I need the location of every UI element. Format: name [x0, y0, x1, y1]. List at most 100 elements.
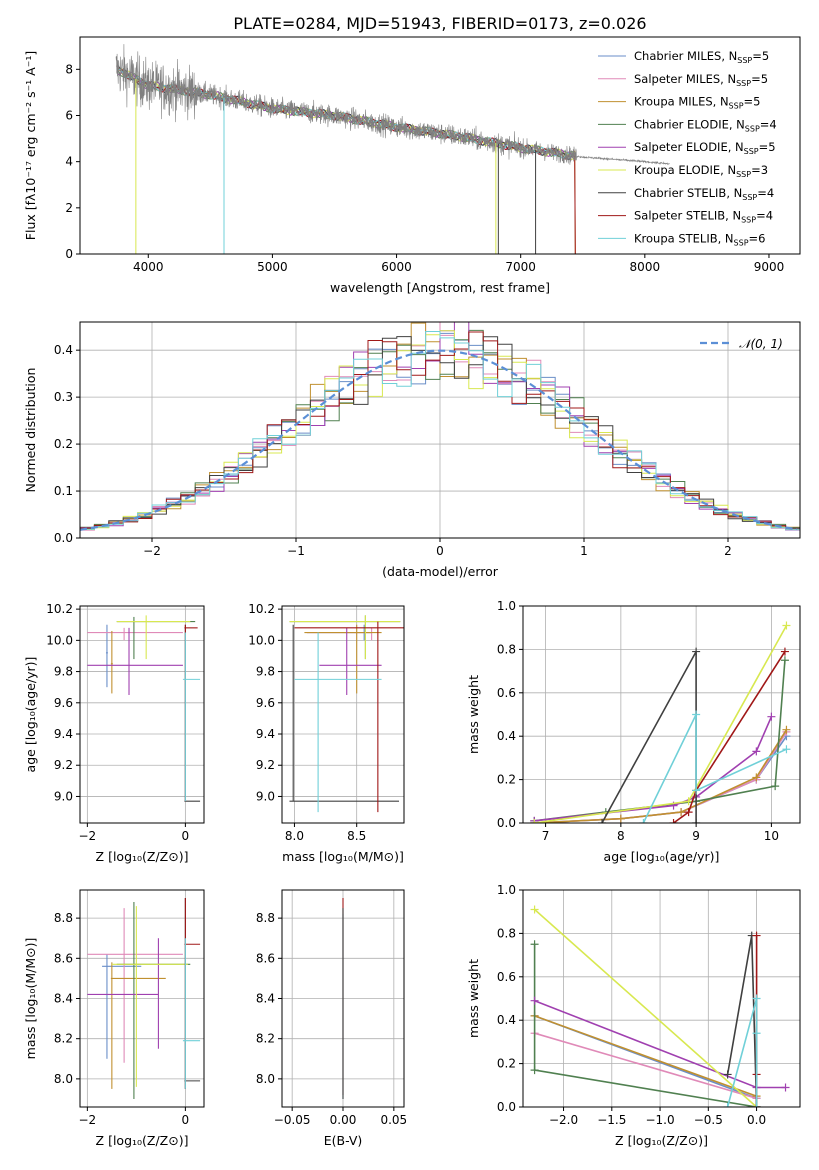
weight-point [782, 745, 791, 754]
y-tick-label: 8.4 [54, 992, 73, 1006]
legend-entry: Salpeter MILES, NSSP=5 [634, 72, 768, 88]
weight_vs_age-marks [530, 621, 791, 823]
weight-point [782, 725, 791, 734]
y-tick-label: 8.6 [54, 951, 73, 965]
weight-point [692, 647, 701, 656]
weight-line [534, 660, 786, 822]
x-tick-label: −0.05 [274, 1113, 311, 1127]
x-tick-label: 0 [182, 1113, 190, 1127]
x-tick-label: 5000 [257, 260, 288, 274]
weight-point [530, 819, 539, 823]
y-tick-label: 8 [65, 62, 73, 76]
x-tick-label: −1.0 [645, 1113, 674, 1127]
weight-line [726, 998, 758, 1107]
y-tick-label: 8.0 [54, 1072, 73, 1086]
y-tick-label: 9.2 [256, 758, 275, 772]
x-tick-label: 7000 [505, 260, 536, 274]
weight-line [534, 908, 758, 1107]
weight-line [642, 714, 787, 823]
weight-point [752, 773, 761, 782]
axes-frame [79, 36, 801, 255]
y-tick-label: 9.0 [256, 789, 275, 803]
axes-frame [281, 605, 405, 824]
weight-point [780, 647, 789, 656]
x-tick-label: −2 [79, 1113, 97, 1127]
x-axis-label: Z [log₁₀(Z/Z⊙)] [615, 1133, 708, 1148]
mass_vs_Z-marks [87, 898, 201, 1099]
legend-entry: Chabrier MILES, NSSP=5 [634, 49, 769, 65]
weight-point [616, 814, 625, 823]
weight-point [752, 1029, 761, 1038]
y-axis-label: Normed distribution [23, 368, 38, 493]
y-tick-label: 8.2 [256, 1032, 275, 1046]
weight-point [530, 996, 539, 1005]
weight-point [692, 786, 701, 795]
x-tick-label: 6000 [381, 260, 412, 274]
weight-point [684, 808, 693, 817]
age_vs_mass-axes: 8.0 8.5 9.0 9.2 9.4 9.6 9.8 10.0 10.2 mass [log₁₀… [248, 602, 405, 864]
weight-point [723, 1103, 732, 1107]
y-tick-label: 9.0 [54, 789, 73, 803]
y-tick-label: 8.8 [54, 911, 73, 925]
weight-point [530, 905, 539, 914]
weight-point [782, 621, 791, 630]
y-tick-label: 9.2 [54, 758, 73, 772]
y-tick-label: 8.2 [54, 1032, 73, 1046]
residual-histogram [80, 322, 800, 531]
x-tick-label: 0.0 [747, 1113, 766, 1127]
weight-line [534, 1015, 758, 1107]
weight-point [684, 797, 693, 806]
weight-point [677, 808, 686, 817]
y-tick-label: 0.6 [497, 686, 516, 700]
y-tick-label: 0.2 [54, 437, 73, 451]
weight-point [752, 994, 761, 1003]
weight-point [767, 712, 776, 721]
y-tick-label: 0.4 [497, 1013, 516, 1027]
weight-line [601, 651, 697, 823]
x-tick-label: 8.5 [347, 829, 366, 843]
x-tick-label: −2.0 [549, 1113, 578, 1127]
y-tick-label: 0.3 [54, 390, 73, 404]
x-tick-label: 8 [617, 829, 625, 843]
axes-frame [79, 605, 205, 824]
legend-entry: Chabrier ELODIE, NSSP=4 [634, 117, 777, 133]
y-tick-label: 8.6 [256, 951, 275, 965]
weight-point [771, 782, 780, 791]
weight-point [692, 819, 701, 823]
axes-frame [522, 889, 801, 1108]
age_vs_Z-marks [87, 615, 201, 802]
plots-layer: 4000 5000 6000 7000 8000 900002468wavelength … [23, 36, 801, 1148]
y-tick-label: 0.0 [54, 531, 73, 545]
y-tick-label: 0.8 [497, 642, 516, 656]
x-axis-label: wavelength [Angstrom, rest frame] [330, 280, 550, 295]
y-tick-label: 10.2 [248, 602, 275, 616]
x-tick-label: 0.05 [380, 1113, 407, 1127]
y-tick-label: 0.0 [497, 816, 516, 830]
residuals-axes: −2 −1 0 1 2 0.0 0.1 0.2 0.3 0.4 (data-model)/error… [23, 321, 801, 579]
x-tick-label: 7 [542, 829, 550, 843]
y-tick-label: 10.0 [46, 633, 73, 647]
y-tick-label: 9.6 [54, 696, 73, 710]
y-tick-label: 2 [65, 201, 73, 215]
y-tick-label: 0.4 [497, 729, 516, 743]
x-tick-label: −2 [79, 829, 97, 843]
weight-point [598, 819, 607, 823]
weight-point [639, 819, 648, 823]
legend-entry: Kroupa MILES, NSSP=5 [634, 95, 760, 111]
x-tick-label: 10 [764, 829, 779, 843]
x-tick-label: −0.5 [694, 1113, 723, 1127]
y-tick-label: 0.2 [497, 1057, 516, 1071]
mass_vs_ebv-axes: −0.05 0.00 0.05 8.0 8.2 8.4 8.6 8.8 E(B-V) [256, 889, 407, 1148]
x-tick-label: 8.0 [285, 829, 304, 843]
weight_vs_Z-marks [530, 905, 790, 1107]
y-tick-label: 10.2 [46, 602, 73, 616]
y-tick-label: 9.6 [256, 696, 275, 710]
legend-entry: Kroupa STELIB, NSSP=6 [634, 231, 765, 247]
weight-point [692, 710, 701, 719]
y-tick-label: 9.4 [256, 727, 275, 741]
x-tick-label: 8000 [630, 260, 661, 274]
y-tick-label: 0.0 [497, 1100, 516, 1114]
x-tick-label: 0 [436, 544, 444, 558]
x-axis-label: Z [log₁₀(Z/Z⊙)] [96, 1133, 189, 1148]
